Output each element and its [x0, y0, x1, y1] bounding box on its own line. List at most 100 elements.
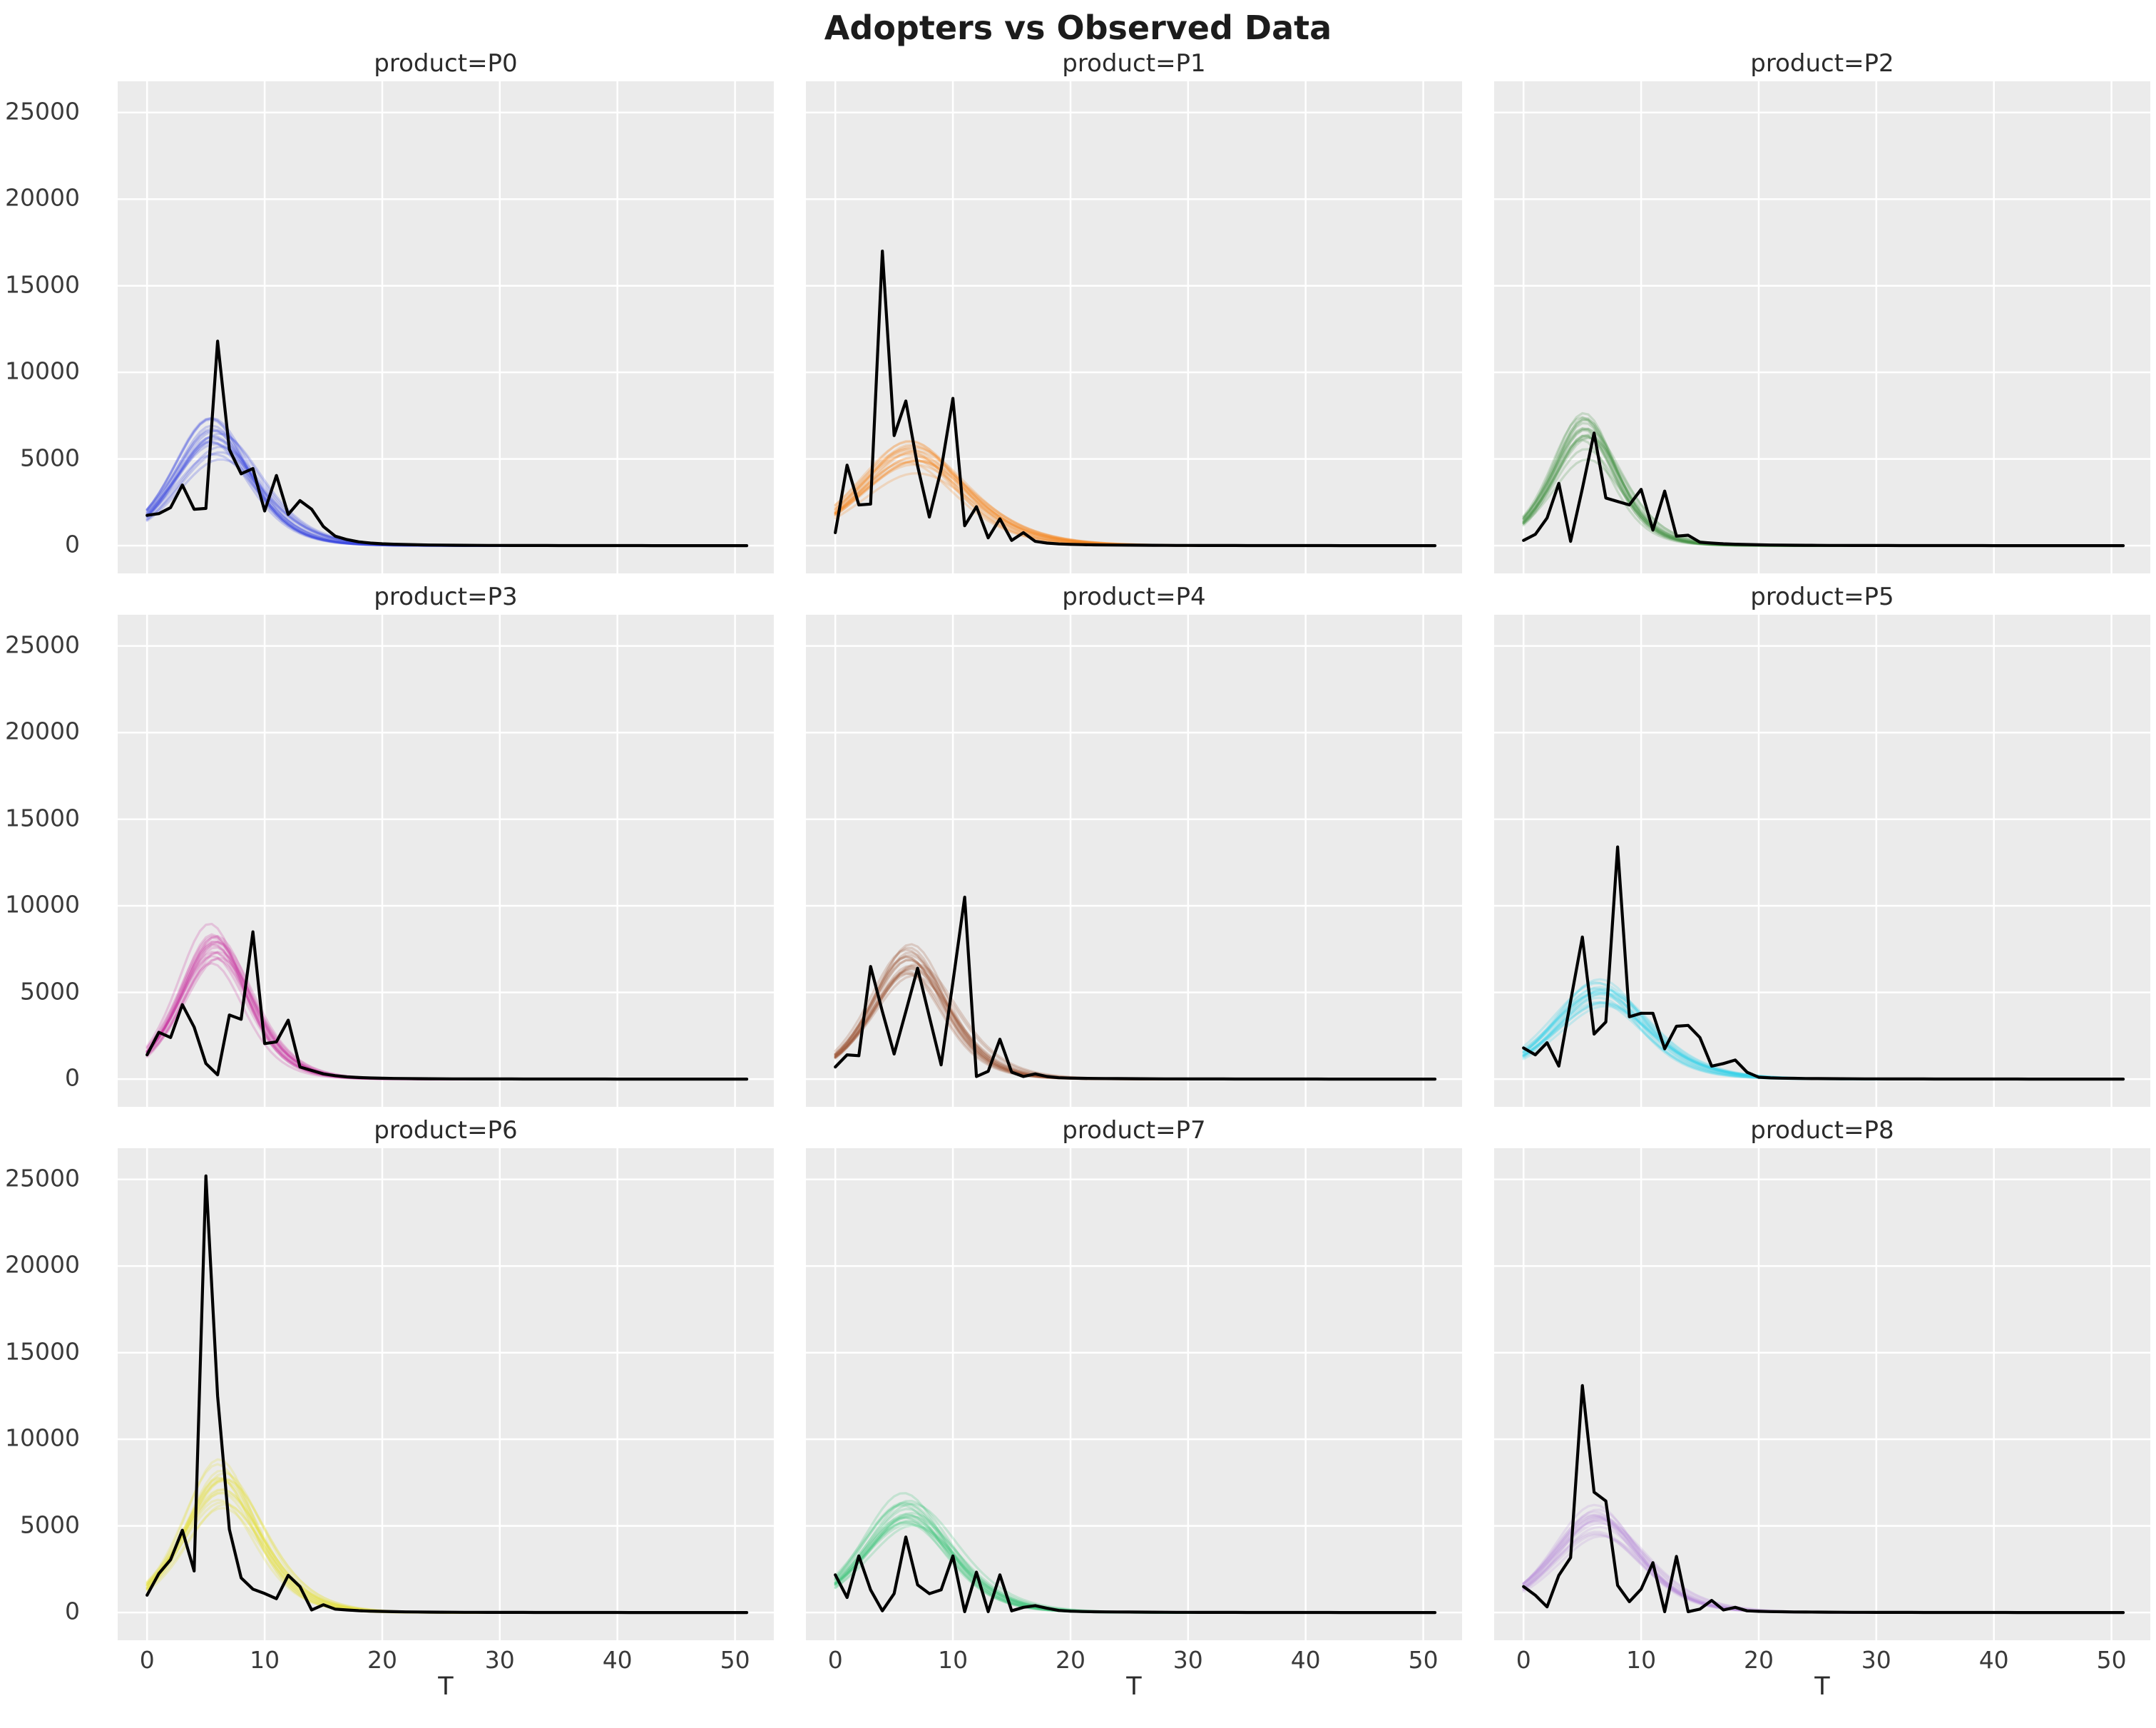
- x-tick-label: 20: [367, 1646, 397, 1674]
- x-axis-title: T: [1126, 1672, 1142, 1701]
- observed-line-P5: [1522, 845, 2125, 1081]
- observed-line-P0: [145, 339, 749, 548]
- x-tick-label: 0: [827, 1646, 843, 1674]
- plot-area-P3: [118, 615, 774, 1107]
- x-tick-label: 50: [2096, 1646, 2127, 1674]
- y-axis-labels-track: 0 5000 10000 15000 20000 25000: [0, 81, 86, 573]
- plot-background: [1494, 1148, 2150, 1640]
- plot-area-P6: [118, 1148, 774, 1640]
- y-axis-labels-track: 0 5000 10000 15000 20000 25000: [0, 1148, 86, 1640]
- subplot-title-P0: product=P0: [374, 49, 518, 78]
- x-axis-labels: 0 10 20 30 40 50: [806, 1640, 1462, 1674]
- subplot-title-P1: product=P1: [1062, 49, 1206, 78]
- subplot-P6: product=P6 0 10 20 30 40 50 T: [118, 1115, 774, 1702]
- y-tick-label: 15000: [5, 804, 80, 832]
- x-axis-labels: 0 10 20 30 40 50: [118, 1640, 774, 1674]
- subplot-P7: product=P7 0 10 20 30 40 50 T: [806, 1115, 1462, 1702]
- x-tick-label: 30: [484, 1646, 515, 1674]
- y-axis-labels: 0 5000 10000 15000 20000 25000: [0, 1115, 86, 1640]
- y-tick-label: 0: [65, 530, 80, 558]
- plot-background: [118, 1148, 774, 1640]
- plot-background: [806, 1148, 1462, 1640]
- y-tick-label: 20000: [5, 1250, 80, 1279]
- x-tick-label: 50: [1408, 1646, 1439, 1674]
- subplot-P0: product=P0: [118, 48, 774, 573]
- subplot-title-P3: product=P3: [374, 583, 518, 611]
- observed-line-P6: [145, 1174, 749, 1615]
- y-tick-label: 15000: [5, 270, 80, 299]
- x-tick-label: 10: [250, 1646, 280, 1674]
- y-tick-label: 5000: [20, 444, 80, 472]
- observed-line-P2: [1522, 431, 2125, 548]
- y-tick-label: 20000: [5, 717, 80, 745]
- y-tick-label: 0: [65, 1063, 80, 1092]
- subplot-title-P5: product=P5: [1750, 583, 1894, 611]
- subplot-P2: product=P2: [1494, 48, 2150, 573]
- y-axis-labels: 0 5000 10000 15000 20000 25000: [0, 582, 86, 1107]
- x-tick-label: 30: [1861, 1646, 1891, 1674]
- subplot-title-P8: product=P8: [1750, 1116, 1894, 1145]
- gridlines: [118, 81, 774, 573]
- x-axis-title: T: [1814, 1672, 1830, 1701]
- plot-background: [118, 615, 774, 1107]
- gridlines: [1494, 81, 2150, 573]
- x-tick-label: 20: [1056, 1646, 1085, 1674]
- y-axis-labels-track: 0 5000 10000 15000 20000 25000: [0, 615, 86, 1107]
- y-tick-label: 10000: [5, 890, 80, 919]
- y-tick-label: 25000: [5, 1164, 80, 1192]
- gridlines: [806, 1148, 1462, 1640]
- x-tick-label: 0: [1516, 1646, 1531, 1674]
- gridlines: [806, 615, 1462, 1107]
- observed-line-P3: [145, 930, 749, 1081]
- x-axis-title: T: [438, 1672, 454, 1701]
- subplot-P3: product=P3: [118, 582, 774, 1107]
- x-tick-label: 20: [1744, 1646, 1774, 1674]
- plot-area-P4: [806, 615, 1462, 1107]
- x-tick-label: 10: [1626, 1646, 1657, 1674]
- subplot-grid: 0 5000 10000 15000 20000 25000 product=P0 produ…: [0, 48, 2156, 1702]
- x-tick-label: 40: [1290, 1646, 1321, 1674]
- y-tick-label: 20000: [5, 183, 80, 212]
- plot-area-P1: [806, 81, 1462, 573]
- y-axis-labels: 0 5000 10000 15000 20000 25000: [0, 48, 86, 573]
- subplot-title-P2: product=P2: [1750, 49, 1894, 78]
- plot-background: [1494, 81, 2150, 573]
- y-tick-label: 5000: [20, 977, 80, 1006]
- x-tick-label: 40: [1978, 1646, 2009, 1674]
- y-tick-label: 15000: [5, 1337, 80, 1366]
- subplot-title-P6: product=P6: [374, 1116, 518, 1145]
- y-tick-label: 10000: [5, 357, 80, 385]
- y-tick-label: 25000: [5, 97, 80, 126]
- plot-area-P5: [1494, 615, 2150, 1107]
- plot-background: [806, 615, 1462, 1107]
- plot-area-P7: [806, 1148, 1462, 1640]
- plot-background: [806, 81, 1462, 573]
- x-tick-label: 30: [1172, 1646, 1203, 1674]
- observed-line-P4: [834, 895, 1437, 1081]
- subplot-title-P7: product=P7: [1062, 1116, 1206, 1145]
- plot-area-P0: [118, 81, 774, 573]
- subplot-P5: product=P5: [1494, 582, 2150, 1107]
- subplot-P4: product=P4: [806, 582, 1462, 1107]
- figure-title: Adopters vs Observed Data: [824, 9, 1332, 47]
- x-tick-label: 40: [602, 1646, 633, 1674]
- plot-background: [118, 81, 774, 573]
- plot-area-P8: [1494, 1148, 2150, 1640]
- y-tick-label: 10000: [5, 1423, 80, 1452]
- x-axis-labels: 0 10 20 30 40 50: [1494, 1640, 2150, 1674]
- observed-line-P1: [834, 250, 1437, 548]
- subplot-P8: product=P8 0 10 20 30 40 50 T: [1494, 1115, 2150, 1702]
- x-tick-label: 0: [139, 1646, 155, 1674]
- observed-line-P7: [834, 1535, 1437, 1615]
- gridlines: [118, 615, 774, 1107]
- x-tick-label: 10: [938, 1646, 969, 1674]
- y-tick-label: 5000: [20, 1510, 80, 1539]
- y-tick-label: 25000: [5, 630, 80, 659]
- subplot-title-P4: product=P4: [1062, 583, 1206, 611]
- plot-area-P2: [1494, 81, 2150, 573]
- y-tick-label: 0: [65, 1597, 80, 1625]
- x-tick-label: 50: [720, 1646, 750, 1674]
- observed-line-P8: [1522, 1384, 2125, 1615]
- subplot-P1: product=P1: [806, 48, 1462, 573]
